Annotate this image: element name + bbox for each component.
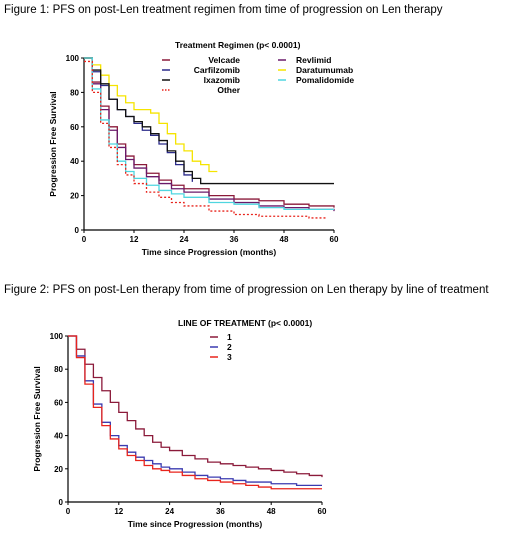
chart1-legend-label: Other	[217, 85, 240, 95]
figure-2-caption: Figure 2: PFS on post-Len therapy from t…	[4, 284, 489, 296]
chart2-x-tick-label: 60	[318, 507, 327, 516]
chart1-y-tick-label: 80	[70, 88, 79, 97]
chart1-series-other	[84, 60, 326, 219]
chart2-y-tick-label: 100	[50, 332, 64, 341]
chart1-y-tick-label: 40	[70, 157, 79, 166]
chart2-y-tick-label: 0	[59, 498, 64, 507]
chart2-x-tick-label: 24	[165, 507, 174, 516]
chart1-legend-label: Carfilzomib	[194, 65, 240, 75]
chart1-legend-label: Ixazomib	[204, 75, 240, 85]
chart2-x-axis-label: Time since Progression (months)	[128, 519, 263, 529]
chart2-series-2	[68, 335, 322, 487]
chart2-legend-title: LINE OF TREATMENT (p< 0.0001)	[178, 318, 312, 328]
chart2-x-tick-label: 0	[66, 507, 71, 516]
chart1-series-revlimid	[84, 57, 335, 212]
chart1-x-tick-label: 12	[130, 235, 139, 244]
figure-1-caption: Figure 1: PFS on post-Len treatment regi…	[4, 4, 443, 16]
chart1-series-daratumumab	[84, 57, 218, 173]
chart2-x-tick-label: 48	[267, 507, 276, 516]
chart1-x-tick-label: 24	[180, 235, 189, 244]
chart2-y-tick-label: 80	[54, 365, 63, 374]
chart2-y-tick-label: 20	[54, 465, 63, 474]
chart1-x-tick-label: 60	[330, 235, 339, 244]
chart1-y-axis-label: Progression Free Survival	[48, 91, 58, 196]
chart1-legend-label: Daratumumab	[296, 65, 353, 75]
chart2-y-tick-label: 60	[54, 398, 63, 407]
chart1-y-tick-label: 20	[70, 192, 79, 201]
chart2-legend-label: 3	[227, 352, 232, 362]
figure-1-chart: 0 12 24 36 48 60 0 20 40 60 80 100 Time since Progre…	[48, 40, 354, 257]
chart1-legend-title: Treatment Regimen (p< 0.0001)	[175, 40, 301, 50]
chart1-x-tick-label: 0	[82, 235, 87, 244]
chart1-series-ixazomib	[84, 57, 334, 185]
chart1-series-pomalidomide	[84, 57, 334, 211]
chart1-x-axis-label: Time since Progression (months)	[142, 247, 277, 257]
chart1-x-tick-label: 36	[230, 235, 239, 244]
chart2-x-tick-label: 36	[216, 507, 225, 516]
chart1-legend-label: Revlimid	[296, 55, 331, 65]
chart2-series-1	[68, 335, 323, 478]
chart1-legend-label: Pomalidomide	[296, 75, 354, 85]
chart2-x-tick-label: 12	[114, 507, 123, 516]
chart2-legend-label: 2	[227, 342, 232, 352]
chart1-x-tick-label: 48	[280, 235, 289, 244]
chart2-y-tick-label: 40	[54, 432, 63, 441]
chart1-legend-label: Velcade	[208, 55, 240, 65]
chart1-y-tick-label: 100	[66, 54, 80, 63]
chart2-y-axis-label: Progression Free Survival	[32, 366, 42, 471]
chart2-series-3	[68, 335, 322, 490]
chart1-y-tick-label: 60	[70, 123, 79, 132]
chart1-y-tick-label: 0	[75, 226, 80, 235]
chart2-legend-label: 1	[227, 332, 232, 342]
